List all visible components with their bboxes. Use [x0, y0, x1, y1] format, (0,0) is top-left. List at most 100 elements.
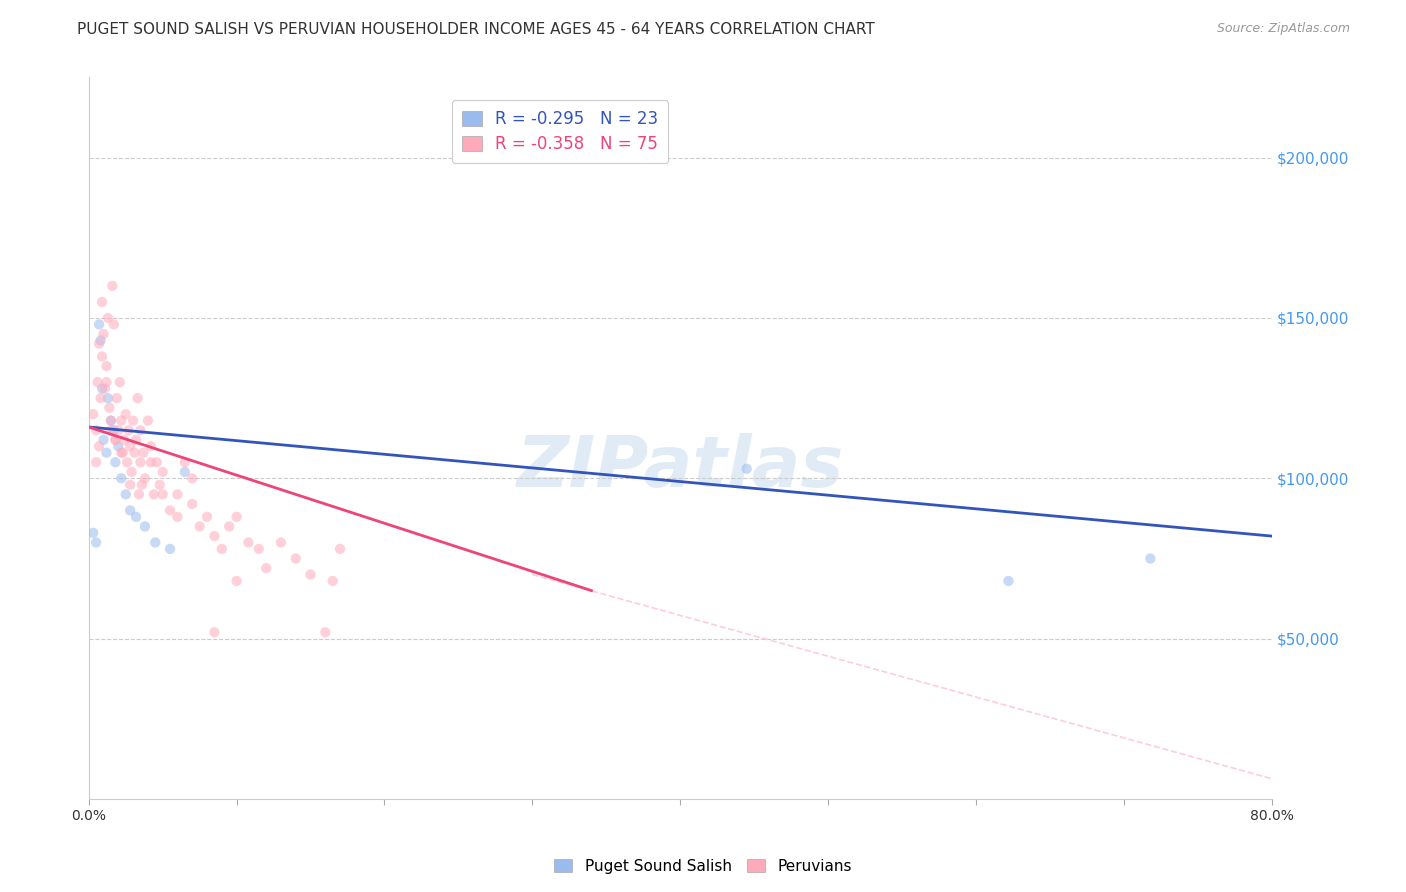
Point: [329, 541, 352, 556]
Point: [94, 382, 117, 396]
Point: [149, 477, 172, 491]
Point: [134, 471, 156, 485]
Point: [127, 391, 149, 405]
Point: [114, 407, 136, 421]
Point: [139, 439, 162, 453]
Text: ZIPatlas: ZIPatlas: [516, 433, 844, 501]
Point: [82, 407, 104, 421]
Point: [120, 477, 142, 491]
Point: [181, 471, 204, 485]
Point: [211, 541, 233, 556]
Point: [96, 359, 118, 373]
Point: [125, 509, 148, 524]
Point: [125, 433, 148, 447]
Point: [124, 445, 146, 459]
Point: [322, 574, 344, 588]
Point: [86, 375, 108, 389]
Point: [100, 414, 122, 428]
Point: [115, 455, 138, 469]
Point: [84, 423, 107, 437]
Point: [100, 414, 122, 428]
Point: [112, 433, 135, 447]
Point: [142, 487, 165, 501]
Point: [247, 541, 270, 556]
Point: [159, 503, 181, 517]
Point: [1139, 551, 1161, 566]
Point: [121, 465, 143, 479]
Point: [91, 350, 114, 364]
Point: [136, 414, 159, 428]
Point: [91, 295, 114, 310]
Point: [114, 487, 136, 501]
Point: [118, 423, 141, 437]
Point: [188, 519, 211, 533]
Point: [173, 465, 195, 479]
Point: [314, 625, 336, 640]
Point: [111, 445, 134, 459]
Point: [131, 477, 153, 491]
Point: [204, 625, 226, 640]
Legend: Puget Sound Salish, Peruvians: Puget Sound Salish, Peruvians: [548, 853, 858, 880]
Point: [128, 487, 150, 501]
Point: [159, 541, 181, 556]
Point: [100, 423, 122, 437]
Point: [108, 375, 131, 389]
Point: [129, 423, 152, 437]
Point: [299, 567, 322, 582]
Point: [225, 509, 247, 524]
Point: [120, 439, 142, 453]
Point: [84, 455, 107, 469]
Point: [105, 391, 128, 405]
Point: [101, 279, 124, 293]
Legend: R = -0.295   N = 23, R = -0.358   N = 75: R = -0.295 N = 23, R = -0.358 N = 75: [451, 100, 668, 163]
Point: [152, 487, 174, 501]
Point: [87, 318, 110, 332]
Point: [238, 535, 260, 549]
Point: [110, 445, 132, 459]
Point: [84, 535, 107, 549]
Point: [104, 455, 127, 469]
Point: [110, 414, 132, 428]
Point: [129, 455, 152, 469]
Point: [204, 529, 226, 543]
Point: [103, 423, 125, 437]
Point: [152, 465, 174, 479]
Text: Source: ZipAtlas.com: Source: ZipAtlas.com: [1216, 22, 1350, 36]
Point: [166, 509, 188, 524]
Point: [166, 487, 188, 501]
Point: [97, 391, 120, 405]
Point: [103, 318, 125, 332]
Point: [96, 445, 118, 459]
Point: [98, 401, 121, 415]
Point: [143, 535, 166, 549]
Point: [107, 423, 129, 437]
Point: [96, 375, 118, 389]
Point: [104, 433, 127, 447]
Point: [270, 535, 292, 549]
Point: [735, 461, 758, 475]
Text: PUGET SOUND SALISH VS PERUVIAN HOUSEHOLDER INCOME AGES 45 - 64 YEARS CORRELATION: PUGET SOUND SALISH VS PERUVIAN HOUSEHOLD…: [77, 22, 875, 37]
Point: [225, 574, 247, 588]
Point: [284, 551, 307, 566]
Point: [91, 382, 114, 396]
Point: [997, 574, 1019, 588]
Point: [87, 439, 110, 453]
Point: [97, 310, 120, 325]
Point: [87, 336, 110, 351]
Point: [132, 445, 155, 459]
Point: [82, 525, 104, 540]
Point: [218, 519, 240, 533]
Point: [181, 497, 204, 511]
Point: [93, 433, 115, 447]
Point: [120, 503, 142, 517]
Point: [254, 561, 277, 575]
Point: [195, 509, 218, 524]
Point: [134, 519, 156, 533]
Point: [139, 455, 162, 469]
Point: [107, 439, 129, 453]
Point: [90, 391, 112, 405]
Point: [122, 414, 145, 428]
Point: [90, 334, 112, 348]
Point: [104, 433, 127, 447]
Point: [110, 471, 132, 485]
